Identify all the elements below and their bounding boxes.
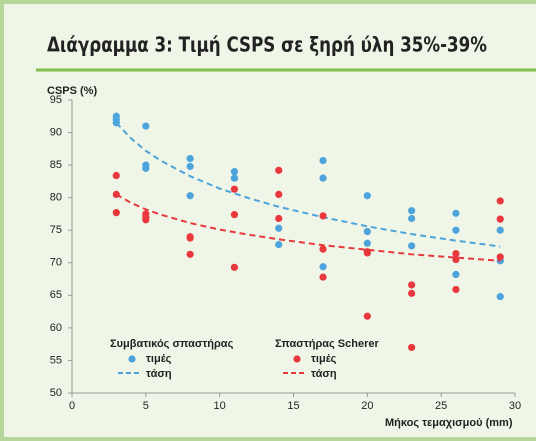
point <box>186 155 194 163</box>
y-tick-label: 60 <box>50 322 62 334</box>
point <box>186 234 194 242</box>
point <box>452 270 460 279</box>
point <box>363 227 371 236</box>
y-tick-label: 80 <box>50 192 62 204</box>
point <box>496 293 504 301</box>
x-tick-label: 10 <box>214 400 226 412</box>
legend-title: Σπαστήρας Scherer <box>275 338 379 350</box>
point <box>275 224 283 232</box>
point <box>319 212 327 220</box>
x-tick-label: 20 <box>361 400 373 412</box>
point <box>112 209 120 217</box>
point <box>186 250 194 258</box>
legend-label: τάση <box>146 368 172 380</box>
point <box>319 273 327 281</box>
chart-title: Διάγραμμα 3: Τιμή CSPS σε ξηρή ύλη 35%-3… <box>47 33 487 57</box>
point <box>186 192 194 200</box>
point <box>408 214 416 223</box>
legend-marker <box>293 355 301 363</box>
legend-label: τιμές <box>311 353 337 365</box>
point <box>112 190 120 199</box>
x-axis-label: Μήκος τεμαχισμού (mm) <box>385 417 513 429</box>
point <box>275 240 283 249</box>
y-axis-label: CSPS (%) <box>47 85 97 97</box>
point <box>319 156 327 165</box>
point <box>452 285 460 294</box>
point <box>363 312 371 320</box>
point <box>142 216 150 224</box>
point <box>496 253 504 261</box>
point <box>496 226 504 234</box>
point <box>319 174 327 182</box>
point <box>112 119 120 127</box>
legend-marker <box>128 355 136 363</box>
trend-line <box>115 193 501 262</box>
x-tick-label: 15 <box>287 400 299 412</box>
point <box>275 214 283 223</box>
y-tick-label: 70 <box>50 257 62 269</box>
y-tick-label: 50 <box>50 387 62 399</box>
y-tick-label: 65 <box>50 289 62 301</box>
point <box>319 263 327 271</box>
point <box>230 263 239 271</box>
trend-line <box>115 122 501 248</box>
x-tick-label: 5 <box>143 400 149 412</box>
point <box>275 166 283 174</box>
point <box>408 343 416 352</box>
point <box>142 164 150 172</box>
point <box>452 226 460 234</box>
point <box>275 190 283 199</box>
point <box>186 162 194 171</box>
point <box>363 249 371 257</box>
y-tick-label: 75 <box>50 224 62 236</box>
legend-label: τιμές <box>146 353 172 365</box>
point <box>363 239 371 247</box>
point <box>112 171 120 180</box>
x-tick-label: 0 <box>69 400 75 412</box>
point <box>142 122 150 130</box>
point <box>452 250 460 258</box>
point <box>363 192 371 200</box>
point <box>230 210 239 219</box>
x-tick-label: 30 <box>509 400 521 412</box>
point <box>496 215 504 223</box>
legend-label: τάση <box>311 368 337 380</box>
x-tick-label: 25 <box>435 400 447 412</box>
point <box>230 185 239 193</box>
point <box>408 207 416 215</box>
point <box>230 174 239 182</box>
point <box>408 289 416 297</box>
point <box>408 281 416 289</box>
y-tick-label: 90 <box>50 126 62 138</box>
point <box>319 245 327 253</box>
point <box>230 168 239 176</box>
point <box>496 197 504 205</box>
y-tick-label: 85 <box>50 159 62 171</box>
point <box>408 242 416 250</box>
y-tick-label: 95 <box>50 94 62 106</box>
legend-title: Συμβατικός σπαστήρας <box>110 338 234 350</box>
y-tick-label: 55 <box>50 354 62 366</box>
point <box>452 255 460 264</box>
point <box>452 209 460 217</box>
